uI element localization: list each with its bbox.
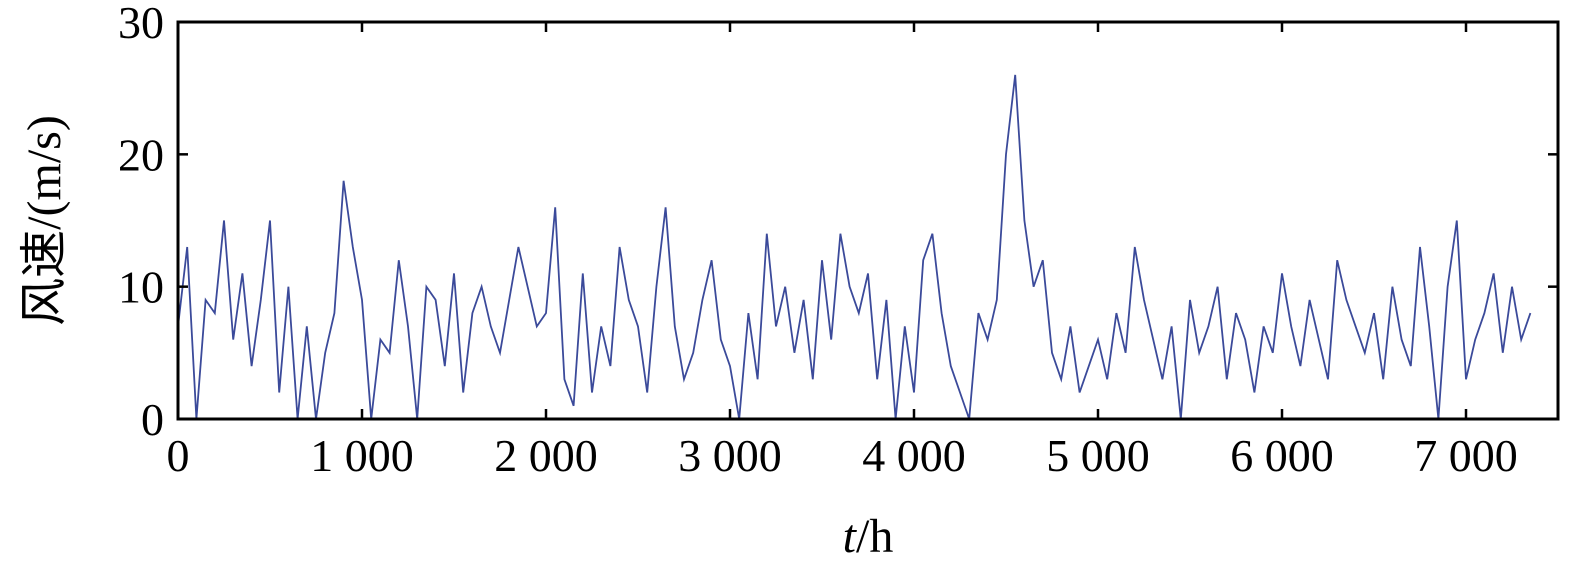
x-tick-label: 4 000 <box>862 430 966 481</box>
x-tick-label: 1 000 <box>310 430 414 481</box>
wind-speed-series-line <box>178 75 1530 419</box>
x-axis-label: t/h <box>843 510 894 563</box>
plot-frame <box>178 22 1558 419</box>
x-tick-label: 6 000 <box>1230 430 1334 481</box>
x-tick-label: 7 000 <box>1414 430 1518 481</box>
y-tick-label: 30 <box>118 0 164 48</box>
x-tick-label: 5 000 <box>1046 430 1150 481</box>
x-tick-label: 0 <box>167 430 190 481</box>
y-tick-label: 0 <box>141 394 164 445</box>
y-tick-label: 10 <box>118 262 164 313</box>
ticks-layer: 0 1 000 2 000 3 000 4 000 5 000 6 000 7 000 0 10 2… <box>118 0 1558 481</box>
x-tick-label: 2 000 <box>494 430 598 481</box>
y-axis-label: 风速/(m/s) <box>18 115 71 326</box>
x-axis-unit: /h <box>856 510 893 563</box>
series-layer <box>178 75 1530 419</box>
x-tick-label: 3 000 <box>678 430 782 481</box>
y-tick-label: 20 <box>118 129 164 180</box>
